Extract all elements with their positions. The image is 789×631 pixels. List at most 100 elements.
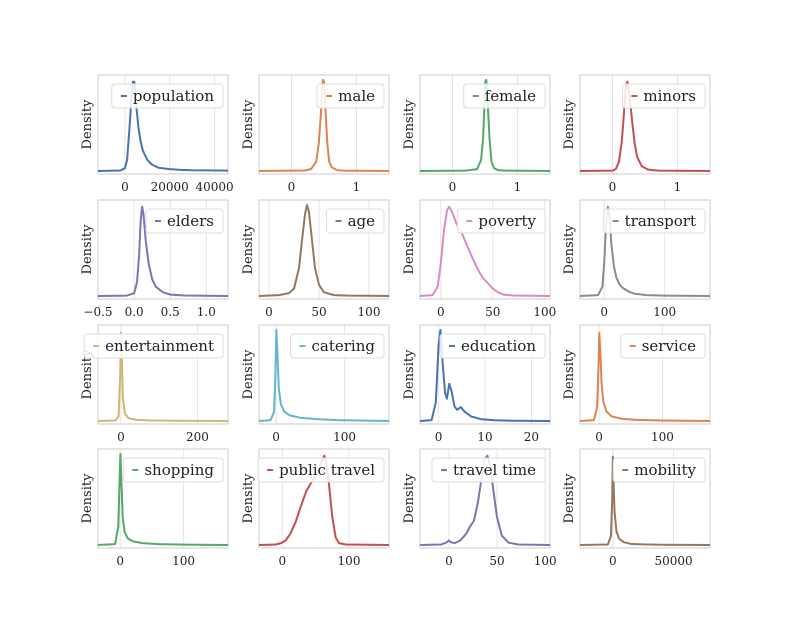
subplot-transport: 0 100 Density transport — [562, 199, 711, 319]
y-axis-label: Density — [80, 99, 95, 150]
legend: travel time — [431, 457, 546, 483]
axes-frame — [258, 74, 390, 175]
x-tick-label: 0 — [279, 554, 287, 568]
density-line — [419, 205, 551, 297]
legend: elders — [145, 208, 224, 234]
density-line — [258, 328, 390, 422]
legend: public travel — [257, 457, 385, 483]
x-tick-label: 40000 — [195, 180, 233, 194]
density-line — [258, 203, 390, 297]
x-tick-label: 20000 — [151, 180, 189, 194]
y-axis-label: Density — [241, 349, 256, 400]
y-axis-label: Density — [241, 224, 256, 275]
axes-frame — [579, 199, 711, 300]
legend: transport — [603, 208, 706, 234]
legend-box — [612, 457, 706, 483]
x-tick-label: 100 — [533, 305, 556, 319]
x-tick-label: 100 — [534, 554, 557, 568]
x-tick-label: 0 — [609, 180, 617, 194]
density-line — [97, 80, 229, 172]
legend-label: service — [642, 337, 696, 355]
x-tick-label: 0 — [121, 180, 129, 194]
x-tick-label: 0 — [609, 554, 617, 568]
subplot-education: 0 10 20 Density education — [402, 324, 551, 444]
x-tick-label: 200 — [186, 430, 209, 444]
legend-label: catering — [312, 337, 376, 355]
legend-label: population — [133, 87, 214, 105]
axes-frame — [97, 74, 229, 175]
y-axis-label: Density — [241, 99, 256, 150]
legend: male — [316, 83, 385, 109]
y-axis-label: Density — [562, 349, 577, 400]
x-tick-label: 0 — [272, 430, 280, 444]
legend-label: female — [485, 87, 536, 105]
legend-box — [621, 83, 706, 109]
x-tick-label: 0 — [449, 180, 457, 194]
y-axis-label: Density — [402, 349, 417, 400]
y-axis-label: Density — [241, 473, 256, 524]
subplot-age: 0 50 100 Density age — [241, 199, 390, 319]
x-tick-label: 50 — [489, 554, 504, 568]
y-axis-label: Density — [80, 473, 95, 524]
axes-frame — [579, 74, 711, 175]
legend-label: age — [348, 212, 376, 230]
axes-frame — [419, 74, 551, 175]
legend-label: minors — [643, 87, 696, 105]
x-tick-label: 0 — [445, 554, 453, 568]
axes-frame — [419, 324, 551, 425]
legend-label: male — [338, 87, 375, 105]
legend-label: shopping — [144, 461, 214, 479]
x-tick-label: −0.5 — [83, 305, 112, 319]
legend-box — [463, 83, 546, 109]
legend-box — [603, 208, 706, 234]
subplot-minors: 0 1 Density minors — [562, 74, 711, 194]
x-tick-label: 0 — [595, 430, 603, 444]
axes-frame — [258, 199, 390, 300]
subplot-catering: 0 100 Density catering — [241, 324, 390, 444]
y-axis-label: Density — [80, 349, 95, 400]
axes-frame — [419, 199, 551, 300]
legend: shopping — [122, 457, 224, 483]
legend-box — [83, 333, 224, 359]
y-axis-label: Density — [402, 224, 417, 275]
axes-frame — [579, 324, 711, 425]
subplot-male: 0 1 Density male — [241, 74, 390, 194]
x-tick-label: 100 — [338, 554, 361, 568]
x-tick-label: 100 — [651, 430, 674, 444]
axes-frame — [258, 324, 390, 425]
x-tick-label: 0 — [265, 305, 273, 319]
subplot-population: 0 20000 40000 Density population — [80, 74, 234, 194]
density-line — [97, 452, 229, 546]
legend-label: public travel — [279, 461, 375, 479]
density-line — [97, 331, 229, 422]
legend-box — [326, 208, 385, 234]
axes-frame — [97, 324, 229, 425]
x-tick-label: 0.0 — [125, 305, 144, 319]
legend-box — [620, 333, 706, 359]
density-line — [579, 205, 711, 297]
x-tick-label: 100 — [358, 305, 381, 319]
x-tick-label: 0 — [288, 180, 296, 194]
legend-label: travel time — [453, 461, 536, 479]
legend-box — [456, 208, 546, 234]
legend-label: education — [461, 337, 536, 355]
x-tick-label: 50000 — [654, 554, 692, 568]
subplot-shopping: 0 100 Density shopping — [80, 448, 229, 568]
x-tick-label: 50 — [485, 305, 500, 319]
density-line — [97, 205, 229, 297]
legend: minors — [621, 83, 706, 109]
density-line — [258, 78, 390, 172]
x-tick-label: 0 — [435, 430, 443, 444]
legend-label: mobility — [634, 461, 696, 479]
legend: female — [463, 83, 546, 109]
density-line — [579, 331, 711, 422]
legend-label: transport — [625, 212, 696, 230]
axes-frame — [419, 448, 551, 549]
legend: age — [326, 208, 385, 234]
density-line — [419, 78, 551, 172]
x-tick-label: 50 — [311, 305, 326, 319]
legend-box — [145, 208, 224, 234]
legend-label: poverty — [478, 212, 536, 230]
y-axis-label: Density — [402, 99, 417, 150]
